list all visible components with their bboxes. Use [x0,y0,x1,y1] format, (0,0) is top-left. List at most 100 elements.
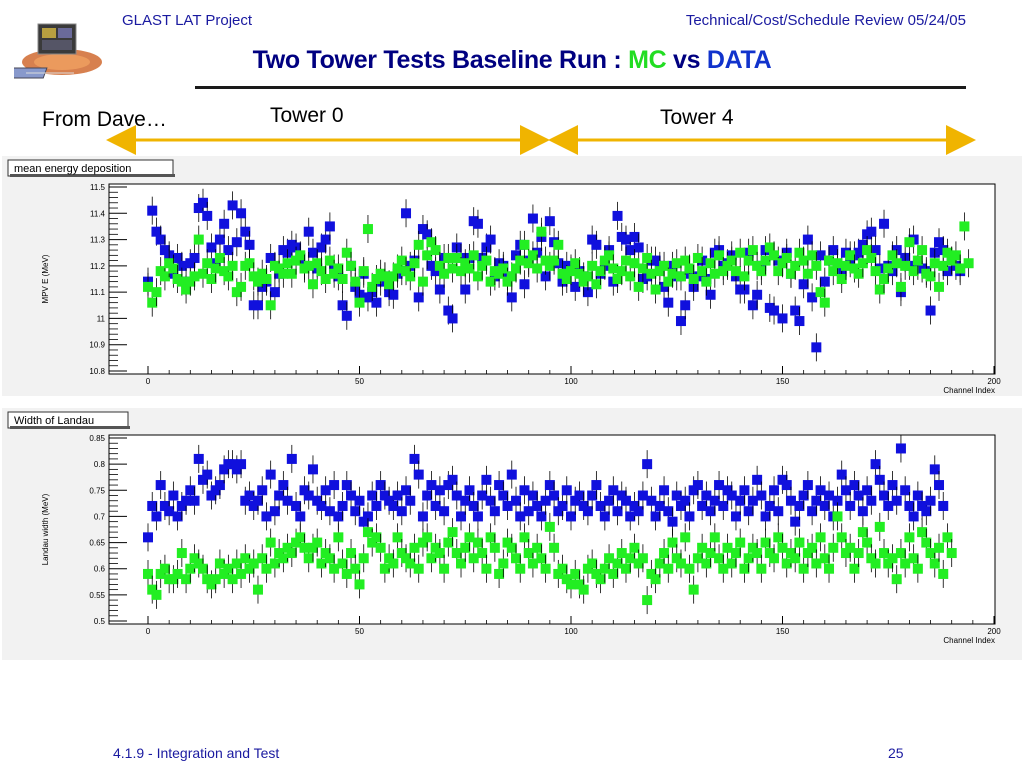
data-point [159,245,170,256]
data-point [895,443,906,454]
data-point [176,276,187,287]
data-point [566,266,576,277]
data-point [637,263,648,274]
data-point [857,239,868,250]
data-point [358,266,369,277]
data-point [337,274,348,284]
data-point [159,563,170,574]
data-point [904,532,915,543]
data-point [362,224,373,235]
data-point [934,480,945,491]
data-point [261,563,272,574]
data-point [718,500,729,511]
data-point [223,563,234,574]
data-point [743,553,754,564]
data-point [667,268,678,279]
data-point [570,258,581,269]
data-point [532,542,543,553]
title-prefix: Two Tower Tests Baseline Run : [252,46,629,74]
data-point [354,579,365,590]
y-tick-label: 0.6 [94,565,106,574]
data-point [350,506,361,517]
data-point [481,474,492,485]
data-point [807,250,818,261]
data-point [320,234,331,245]
data-point [591,279,602,290]
data-point [189,553,200,564]
data-point [963,258,974,269]
data-point [472,511,483,522]
data-point [781,252,792,263]
data-point [303,226,314,237]
data-point [257,485,268,496]
data-point [324,553,335,564]
data-point [388,500,399,511]
y-tick-label: 10.9 [89,341,105,350]
data-point [316,242,327,253]
data-point [320,485,331,496]
data-point [938,260,949,271]
data-point [553,568,564,579]
data-point [240,495,251,506]
data-point [506,542,517,553]
title-rule [195,86,966,89]
data-point [561,574,572,585]
landau-panel: Width of Landau 0.5 0.55 0.6 0.65 0.7 0.75 0.8 0… [2,408,1022,660]
data-point [540,495,551,506]
data-point [451,490,462,501]
data-point [612,506,623,517]
data-point [840,485,851,496]
data-point [367,537,378,548]
data-point [849,563,860,574]
data-point [185,563,196,574]
data-point [815,485,826,496]
data-point [785,548,796,559]
data-point [921,537,932,548]
title-vs: vs [666,46,707,74]
data-point [663,297,674,308]
data-point [265,300,276,311]
data-point [346,260,357,271]
x-tick-label: 150 [776,627,790,636]
data-point [460,258,471,269]
data-point [654,500,665,511]
data-point [764,500,775,511]
data-point [828,266,839,277]
data-point [752,289,763,300]
data-point [764,548,775,559]
data-point [549,255,560,266]
data-point [451,252,462,263]
data-point [367,490,378,501]
y-tick-label: 11 [97,314,106,323]
data-point [680,495,691,506]
data-point [735,537,746,548]
data-point [938,500,949,511]
data-point [477,548,488,559]
data-point [785,495,796,506]
data-point [730,266,741,277]
data-point [625,511,636,522]
data-point [608,485,619,496]
data-point [578,500,589,511]
data-point [870,245,881,256]
data-point [684,511,695,522]
data-point [912,563,923,574]
data-point [811,495,822,506]
data-point [870,266,881,277]
data-point [536,226,547,237]
data-point [718,563,729,574]
data-point [274,548,285,559]
data-point [189,252,200,263]
data-point [388,558,399,569]
data-point [176,260,187,271]
review-name: Technical/Cost/Schedule Review 05/24/05 [685,12,966,29]
data-point [494,568,505,579]
data-point [307,464,318,475]
data-point [324,506,335,517]
data-point [862,245,873,256]
data-point [642,459,653,470]
data-point [904,237,915,248]
data-point [252,300,263,311]
data-point [443,537,454,548]
data-point [574,268,585,279]
